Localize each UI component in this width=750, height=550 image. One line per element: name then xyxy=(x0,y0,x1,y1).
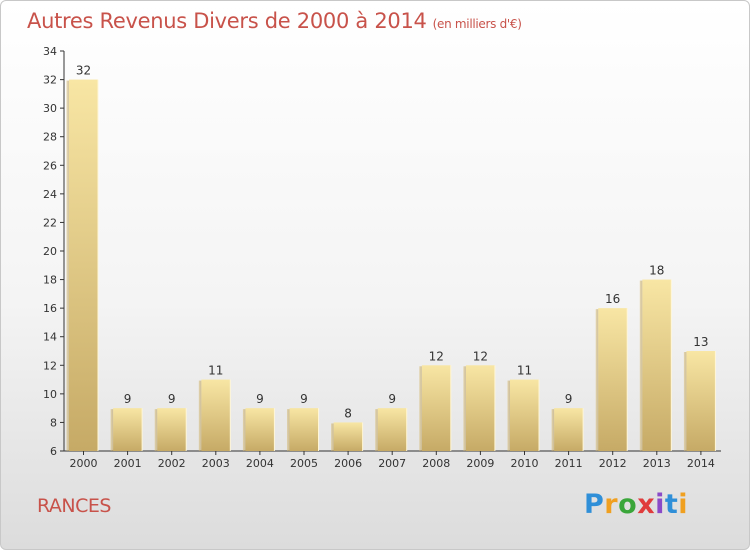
bar-shade xyxy=(154,409,158,451)
data-label: 8 xyxy=(344,406,352,420)
x-tick-label: 2008 xyxy=(422,457,450,470)
chart-labels: 32 2000 9 2001 9 2002 11 2003 9 2004 9 2005 8 2006 9 20… xyxy=(70,64,715,470)
y-tick-label: 10 xyxy=(43,388,57,401)
data-label: 9 xyxy=(300,392,308,406)
data-label: 9 xyxy=(124,392,132,406)
data-label: 11 xyxy=(208,364,223,378)
proxiti-logo: Proxiti xyxy=(584,489,688,520)
data-label: 9 xyxy=(168,392,176,406)
chart-axes: 6 8 10 12 14 16 18 20 22 24 26 28 30 32 34 xyxy=(43,45,721,458)
bar xyxy=(642,279,672,451)
bar xyxy=(686,351,716,451)
logo-letter: o xyxy=(618,489,638,520)
bar xyxy=(245,408,275,451)
y-tick-label: 24 xyxy=(43,188,57,201)
bar-shade xyxy=(507,380,510,451)
y-tick-label: 30 xyxy=(43,102,57,115)
bar xyxy=(510,379,539,451)
bar-shade xyxy=(683,352,687,451)
chart-title-text: Autres Revenus Divers de 2000 à 2014 xyxy=(27,9,427,33)
logo-letter: x xyxy=(637,489,656,520)
logo-letter: i xyxy=(655,489,665,520)
y-tick-label: 22 xyxy=(43,216,57,229)
data-label: 12 xyxy=(429,349,444,363)
bar-shade xyxy=(110,409,114,451)
data-label: 13 xyxy=(693,335,708,349)
data-label: 32 xyxy=(76,64,91,78)
bar-shade xyxy=(375,409,378,451)
y-tick-label: 26 xyxy=(43,159,57,172)
bar xyxy=(113,408,143,451)
logo-letter: r xyxy=(604,489,619,520)
x-tick-label: 2001 xyxy=(114,457,142,470)
bar xyxy=(554,408,584,451)
x-tick-label: 2007 xyxy=(378,457,406,470)
y-tick-label: 8 xyxy=(50,416,57,429)
logo-letter: P xyxy=(584,489,605,520)
x-tick-label: 2011 xyxy=(555,457,583,470)
bar-shade xyxy=(66,80,69,452)
bar-shade xyxy=(419,366,422,451)
logo-letter: t xyxy=(664,489,679,520)
x-tick-label: 2003 xyxy=(202,457,230,470)
bar-shade xyxy=(287,409,290,451)
x-tick-label: 2012 xyxy=(599,457,627,470)
bar xyxy=(333,422,363,451)
bar-shade xyxy=(463,366,466,451)
x-tick-label: 2006 xyxy=(334,457,362,470)
data-label: 16 xyxy=(605,292,620,306)
logo-letter: i xyxy=(678,489,689,520)
y-tick-label: 34 xyxy=(43,45,57,58)
bar xyxy=(465,365,495,451)
commune-name: RANCES xyxy=(37,495,111,517)
y-tick-label: 12 xyxy=(43,359,57,372)
x-tick-label: 2004 xyxy=(246,457,274,470)
bar xyxy=(157,408,187,451)
data-label: 18 xyxy=(649,264,664,278)
bar-shade xyxy=(595,309,599,451)
data-label: 12 xyxy=(473,349,488,363)
data-label: 9 xyxy=(565,392,573,406)
chart-subtitle: (en milliers d'€) xyxy=(432,17,522,31)
bar-shade xyxy=(198,380,202,451)
y-tick-label: 14 xyxy=(43,331,57,344)
x-tick-label: 2009 xyxy=(466,457,494,470)
x-tick-label: 2002 xyxy=(158,457,186,470)
x-tick-label: 2013 xyxy=(643,457,671,470)
bar-shade xyxy=(331,423,334,451)
x-tick-label: 2000 xyxy=(70,457,98,470)
x-tick-label: 2010 xyxy=(511,457,539,470)
bar-shade xyxy=(551,409,555,451)
bar xyxy=(598,308,628,451)
bar xyxy=(69,79,98,452)
y-tick-label: 20 xyxy=(43,245,57,258)
bar xyxy=(421,365,451,451)
data-label: 9 xyxy=(256,392,264,406)
x-tick-label: 2005 xyxy=(290,457,318,470)
y-tick-label: 18 xyxy=(43,274,57,287)
bar xyxy=(377,408,407,451)
bar xyxy=(289,408,319,451)
y-tick-label: 32 xyxy=(43,74,57,87)
chart-title: Autres Revenus Divers de 2000 à 2014 (en … xyxy=(27,9,522,33)
bar-shade xyxy=(639,280,643,451)
y-tick-label: 16 xyxy=(43,302,57,315)
chart-bars xyxy=(66,79,716,452)
y-tick-label: 6 xyxy=(50,445,57,458)
bar xyxy=(201,379,231,451)
data-label: 11 xyxy=(517,364,532,378)
data-label: 9 xyxy=(388,392,396,406)
y-tick-label: 28 xyxy=(43,131,57,144)
bar-shade xyxy=(242,409,246,451)
x-tick-label: 2014 xyxy=(687,457,715,470)
